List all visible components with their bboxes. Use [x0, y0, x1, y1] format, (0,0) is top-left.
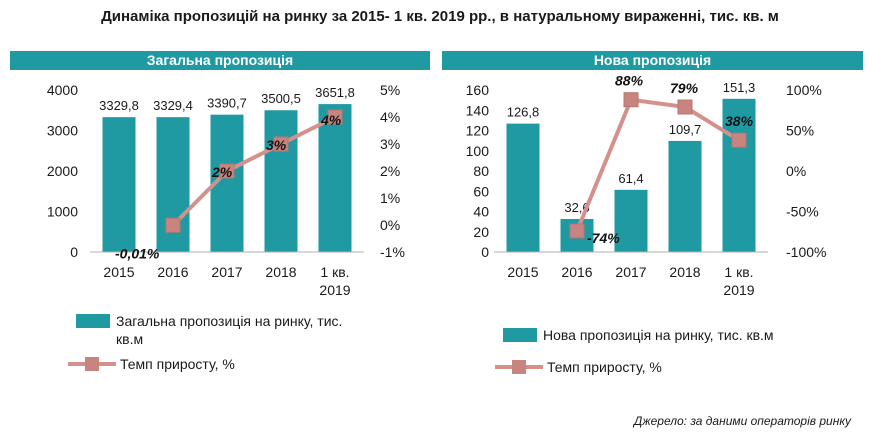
- bar-value-label: 3390,7: [207, 96, 247, 111]
- growth-rate-line: [575, 97, 741, 232]
- bar: [264, 110, 298, 252]
- legend-line-marker: [85, 357, 99, 371]
- y2-tick-label: 100%: [786, 82, 822, 98]
- y2-tick-label: -1%: [380, 244, 405, 260]
- y-tick-label: 3000: [47, 123, 78, 139]
- bar: [102, 117, 136, 252]
- chart-title: Динаміка пропозицій на ринку за 2015- 1 …: [101, 8, 779, 25]
- growth-rate-marker: [219, 163, 235, 179]
- y-tick-label: 160: [466, 82, 490, 98]
- x-tick-label: 2015: [507, 264, 538, 280]
- legend-line-label: Темп приросту, %: [547, 359, 662, 375]
- growth-rate-label: 79%: [670, 80, 699, 96]
- growth-rate-label: 3%: [266, 137, 287, 153]
- y-tick-label: 20: [473, 224, 489, 240]
- y2-tick-label: 0%: [786, 163, 806, 179]
- left-chart-title-banner: Загальна пропозиція: [10, 51, 430, 70]
- x-tick-label: 2017: [211, 264, 242, 280]
- y2-tick-label: 3%: [380, 136, 400, 152]
- x-tick-label: 2016: [561, 264, 592, 280]
- y-tick-label: 120: [466, 123, 490, 139]
- bar: [318, 104, 352, 252]
- bar-value-label: 126,8: [507, 105, 540, 120]
- growth-rate-label: 88%: [615, 73, 644, 89]
- bar: [506, 123, 540, 253]
- growth-rate-marker: [677, 99, 693, 115]
- growth-rate-label: 38%: [725, 113, 754, 129]
- growth-rate-label: -74%: [587, 230, 620, 246]
- bar-value-label: 109,7: [669, 122, 702, 137]
- growth-rate-marker: [165, 217, 181, 233]
- y2-tick-label: 4%: [380, 109, 400, 125]
- bar-value-label: 3651,8: [315, 85, 355, 100]
- legend-line-label: Темп приросту, %: [120, 356, 235, 372]
- y-tick-label: 100: [466, 143, 490, 159]
- legend-bar-label-cont: кв.м: [116, 331, 143, 347]
- x-tick-label: 2016: [157, 264, 188, 280]
- x-tick-label: 2018: [669, 264, 700, 280]
- bar-value-label: 61,4: [618, 171, 643, 186]
- y2-tick-label: -100%: [786, 244, 826, 260]
- growth-rate-label: 4%: [320, 112, 342, 128]
- y2-tick-label: 0%: [380, 217, 400, 233]
- legend-bar-label: Нова пропозиція на ринку, тис. кв.м: [543, 327, 774, 343]
- bar-value-label: 3329,8: [99, 98, 139, 113]
- growth-rate-marker: [623, 92, 639, 108]
- y-tick-label: 80: [473, 163, 489, 179]
- legend-line-marker: [512, 360, 526, 374]
- legend-bar-swatch: [503, 328, 537, 342]
- bar-value-label: 3329,4: [153, 98, 193, 113]
- bar: [668, 140, 702, 252]
- x-tick-label: 1 кв. 2019: [723, 264, 754, 298]
- bar: [722, 98, 756, 252]
- y2-tick-label: 5%: [380, 82, 400, 98]
- y2-tick-label: -50%: [786, 204, 819, 220]
- growth-rate-marker: [273, 136, 289, 152]
- y-tick-label: 140: [466, 102, 490, 118]
- y-tick-label: 40: [473, 204, 489, 220]
- y-tick-label: 0: [481, 244, 489, 260]
- y-tick-label: 4000: [47, 82, 78, 98]
- legend-bar-swatch: [76, 314, 110, 328]
- bar: [614, 189, 648, 252]
- y2-tick-label: 1%: [380, 190, 400, 206]
- bar-value-label: 151,3: [723, 80, 756, 95]
- y-tick-label: 60: [473, 183, 489, 199]
- y-tick-label: 2000: [47, 163, 78, 179]
- growth-rate-marker: [327, 109, 343, 125]
- y-tick-label: 0: [70, 244, 78, 260]
- y2-tick-label: 2%: [380, 163, 400, 179]
- growth-rate-label: 2%: [211, 164, 233, 180]
- growth-rate-line: [171, 115, 336, 227]
- growth-rate-label: -0,01%: [115, 245, 160, 261]
- y2-tick-label: 50%: [786, 123, 814, 139]
- x-tick-label: 2018: [265, 264, 296, 280]
- growth-rate-marker: [569, 223, 585, 239]
- source-note: Джерело: за даними операторів ринку: [633, 414, 851, 428]
- x-tick-label: 1 кв. 2019: [319, 264, 350, 298]
- x-tick-label: 2015: [103, 264, 134, 280]
- legend-bar-label: Загальна пропозиція на ринку, тис.: [116, 313, 342, 329]
- bar-value-label: 3500,5: [261, 91, 301, 106]
- x-tick-label: 2017: [615, 264, 646, 280]
- growth-rate-marker: [731, 132, 747, 148]
- y-tick-label: 1000: [47, 204, 78, 220]
- right-chart-title-banner: Нова пропозиція: [442, 51, 863, 70]
